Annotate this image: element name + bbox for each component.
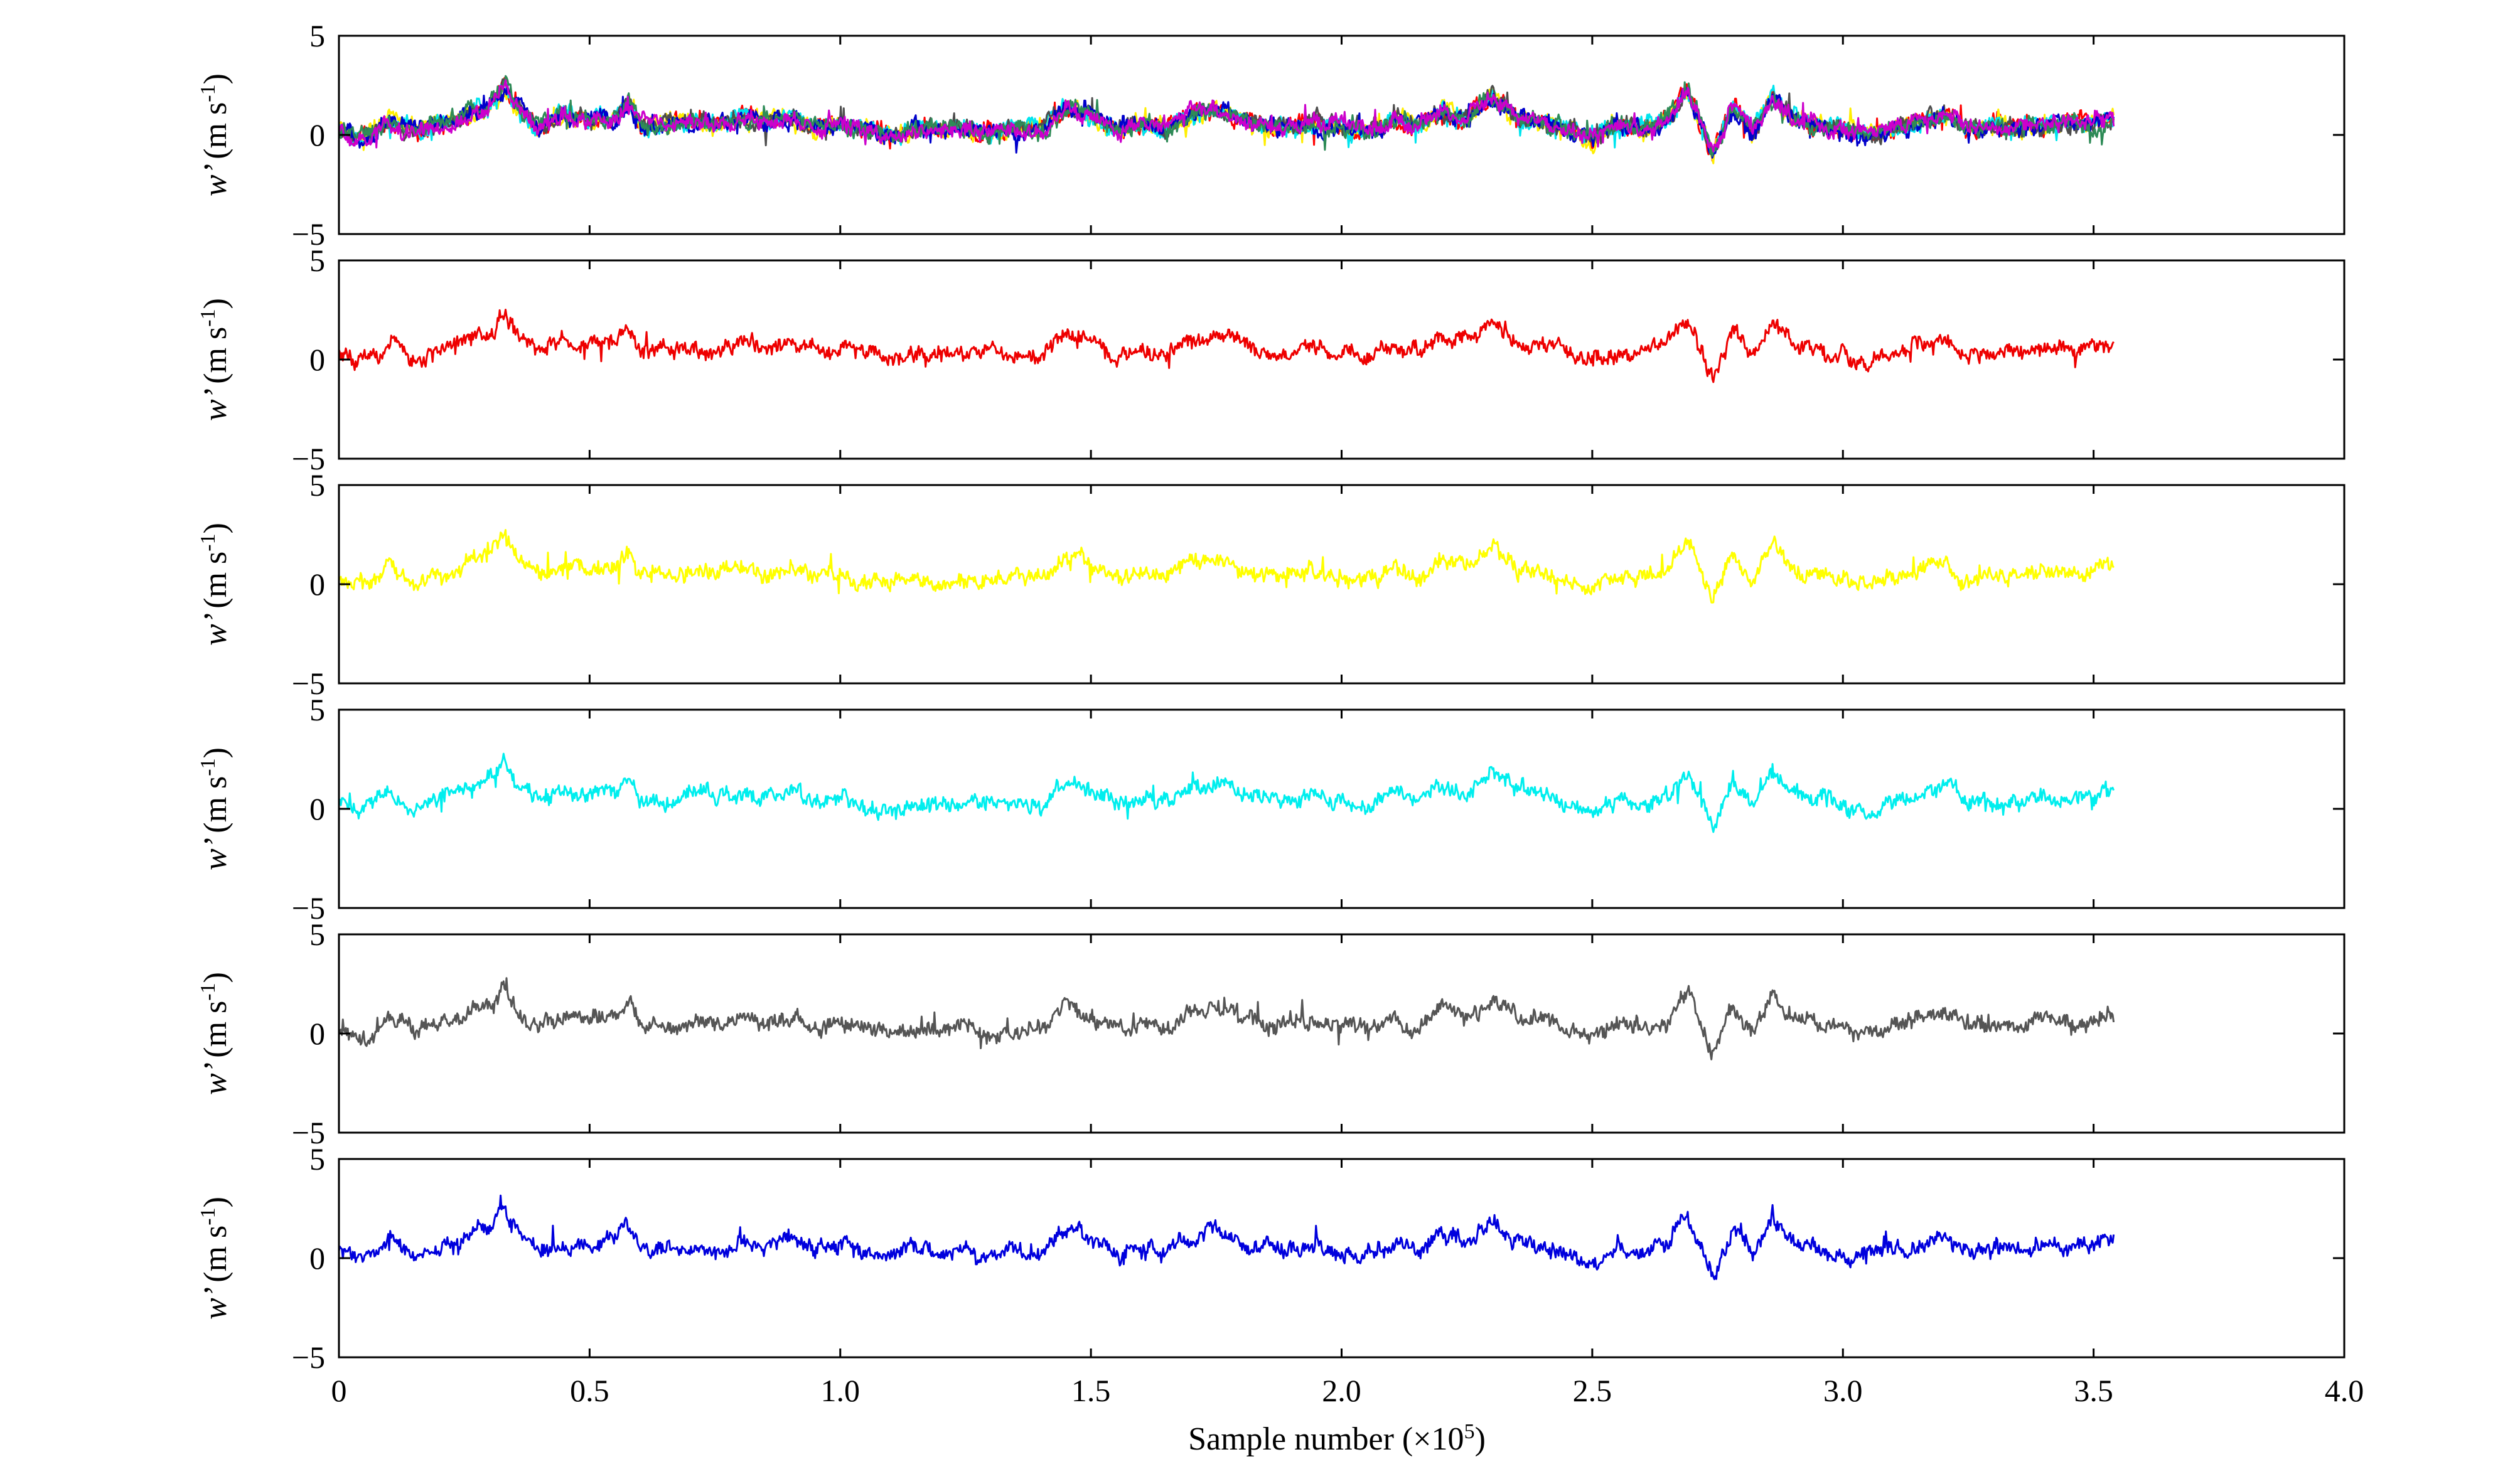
y-axis-label-unit: (m s — [198, 1226, 233, 1283]
y-axis-label-sup: -1 — [196, 758, 220, 776]
panel-4-y-tick-label: 0 — [309, 791, 325, 826]
panel-4-y-tick-label: 5 — [309, 692, 325, 727]
y-axis-label-unit: (m s — [198, 102, 233, 159]
y-axis-label-end: ) — [198, 1197, 233, 1207]
panel-5-y-tick-label: 5 — [309, 917, 325, 952]
panel-6-y-axis-label: w’ (m s-1) — [196, 1197, 234, 1320]
y-axis-label-var: w’ — [198, 1058, 233, 1095]
panel-5-y-tick-label: −5 — [292, 1115, 325, 1150]
x-tick-label: 0 — [331, 1373, 347, 1408]
panel-5-y-axis-label: w’ (m s-1) — [196, 972, 234, 1095]
panel-1: 5 0 −5 w’ (m s-1) — [196, 18, 2346, 252]
y-axis-label-sup: -1 — [196, 84, 220, 102]
y-axis-label-unit: (m s — [198, 327, 233, 384]
x-axis-label-sup: 5 — [1464, 1420, 1475, 1443]
panel-1-y-tick-label: −5 — [292, 216, 325, 252]
panel-2-series-1-line — [339, 309, 2115, 383]
x-tick-label: 1.5 — [1071, 1373, 1111, 1408]
x-axis: 0 0.5 1.0 1.5 2.0 2.5 3.0 3.5 4.0 — [331, 1373, 2364, 1408]
panel-4: 5 0 −5 w’ (m s-1) — [196, 692, 2346, 926]
panel-2-y-axis-label: w’ (m s-1) — [196, 298, 234, 421]
panel-3-y-tick-label: −5 — [292, 666, 325, 701]
y-axis-label-end: ) — [198, 73, 233, 84]
panel-5-traces — [339, 977, 2115, 1060]
x-axis-label-end: ) — [1475, 1421, 1486, 1457]
y-axis-label-var: w’ — [198, 609, 233, 646]
panel-3: 5 0 −5 w’ (m s-1) — [196, 467, 2346, 701]
x-tick-label: 1.0 — [821, 1373, 861, 1408]
panel-1-y-axis-label: w’ (m s-1) — [196, 73, 234, 196]
panel-6-y-tick-label: 5 — [309, 1141, 325, 1177]
x-tick-label: 0.5 — [570, 1373, 609, 1408]
x-tick-label: 2.0 — [1322, 1373, 1361, 1408]
panel-6-series-1-line — [339, 1194, 2115, 1281]
y-axis-label-end: ) — [198, 747, 233, 758]
y-axis-label-end: ) — [198, 523, 233, 533]
panel-4-traces — [339, 752, 2115, 833]
y-axis-label-var: w’ — [198, 1283, 233, 1320]
panel-6-y-tick-label: −5 — [292, 1340, 325, 1375]
panel-3-y-tick-label: 5 — [309, 467, 325, 503]
x-axis-label: Sample number (×105) — [1188, 1420, 1486, 1458]
panel-1-traces — [339, 75, 2115, 164]
panel-4-frame — [338, 708, 2346, 909]
y-axis-label-sup: -1 — [196, 983, 220, 1000]
panel-1-series-7-line — [339, 79, 2115, 152]
panel-5-y-tick-label: 0 — [309, 1016, 325, 1051]
panel-4-y-tick-label: −5 — [292, 890, 325, 926]
panel-5-series-1-line — [339, 977, 2115, 1060]
panel-4-series-1-line — [339, 752, 2115, 833]
panel-6-y-tick-label: 0 — [309, 1241, 325, 1276]
x-axis-label-main: Sample number (×10 — [1188, 1421, 1464, 1457]
x-tick-label: 2.5 — [1573, 1373, 1612, 1408]
panel-2: 5 0 −5 w’ (m s-1) — [196, 243, 2346, 476]
x-tick-label: 3.0 — [1823, 1373, 1863, 1408]
panel-1-y-tick-label: 5 — [309, 18, 325, 53]
panel-2-y-tick-label: −5 — [292, 441, 325, 476]
panel-5: 5 0 −5 w’ (m s-1) — [196, 917, 2346, 1150]
y-axis-label-sup: -1 — [196, 309, 220, 326]
panel-6: 5 0 −5 w’ (m s-1) — [196, 1141, 2346, 1375]
panel-6-traces — [339, 1194, 2115, 1281]
panel-3-frame — [338, 484, 2346, 685]
y-axis-label-var: w’ — [198, 833, 233, 870]
y-axis-label-unit: (m s — [198, 552, 233, 609]
panel-5-frame — [338, 933, 2346, 1134]
panels: 50−5w’ (m s-1)50−5w’ (m s-1)50−5w’ (m s-… — [196, 18, 2346, 1375]
y-axis-label-sup: -1 — [196, 533, 220, 551]
y-axis-label-end: ) — [198, 298, 233, 309]
panel-4-y-axis-label: w’ (m s-1) — [196, 747, 234, 870]
y-axis-label-var: w’ — [198, 159, 233, 196]
x-tick-label: 4.0 — [2325, 1373, 2364, 1408]
y-axis-label-var: w’ — [198, 384, 233, 421]
y-axis-label-unit: (m s — [198, 1001, 233, 1058]
panel-2-y-tick-label: 5 — [309, 243, 325, 278]
panel-2-frame — [338, 259, 2346, 460]
y-axis-label-end: ) — [198, 972, 233, 983]
panel-1-y-tick-label: 0 — [309, 117, 325, 152]
panel-3-y-axis-label: w’ (m s-1) — [196, 523, 234, 646]
panel-3-series-1-line — [339, 529, 2115, 604]
panel-2-traces — [339, 309, 2115, 383]
y-axis-label-unit: (m s — [198, 776, 233, 833]
x-tick-label: 3.5 — [2074, 1373, 2113, 1408]
panel-2-y-tick-label: 0 — [309, 342, 325, 377]
panel-3-traces — [339, 529, 2115, 604]
y-axis-label-sup: -1 — [196, 1207, 220, 1225]
panel-1-series-5-line — [339, 84, 2115, 159]
panel-3-y-tick-label: 0 — [309, 567, 325, 602]
